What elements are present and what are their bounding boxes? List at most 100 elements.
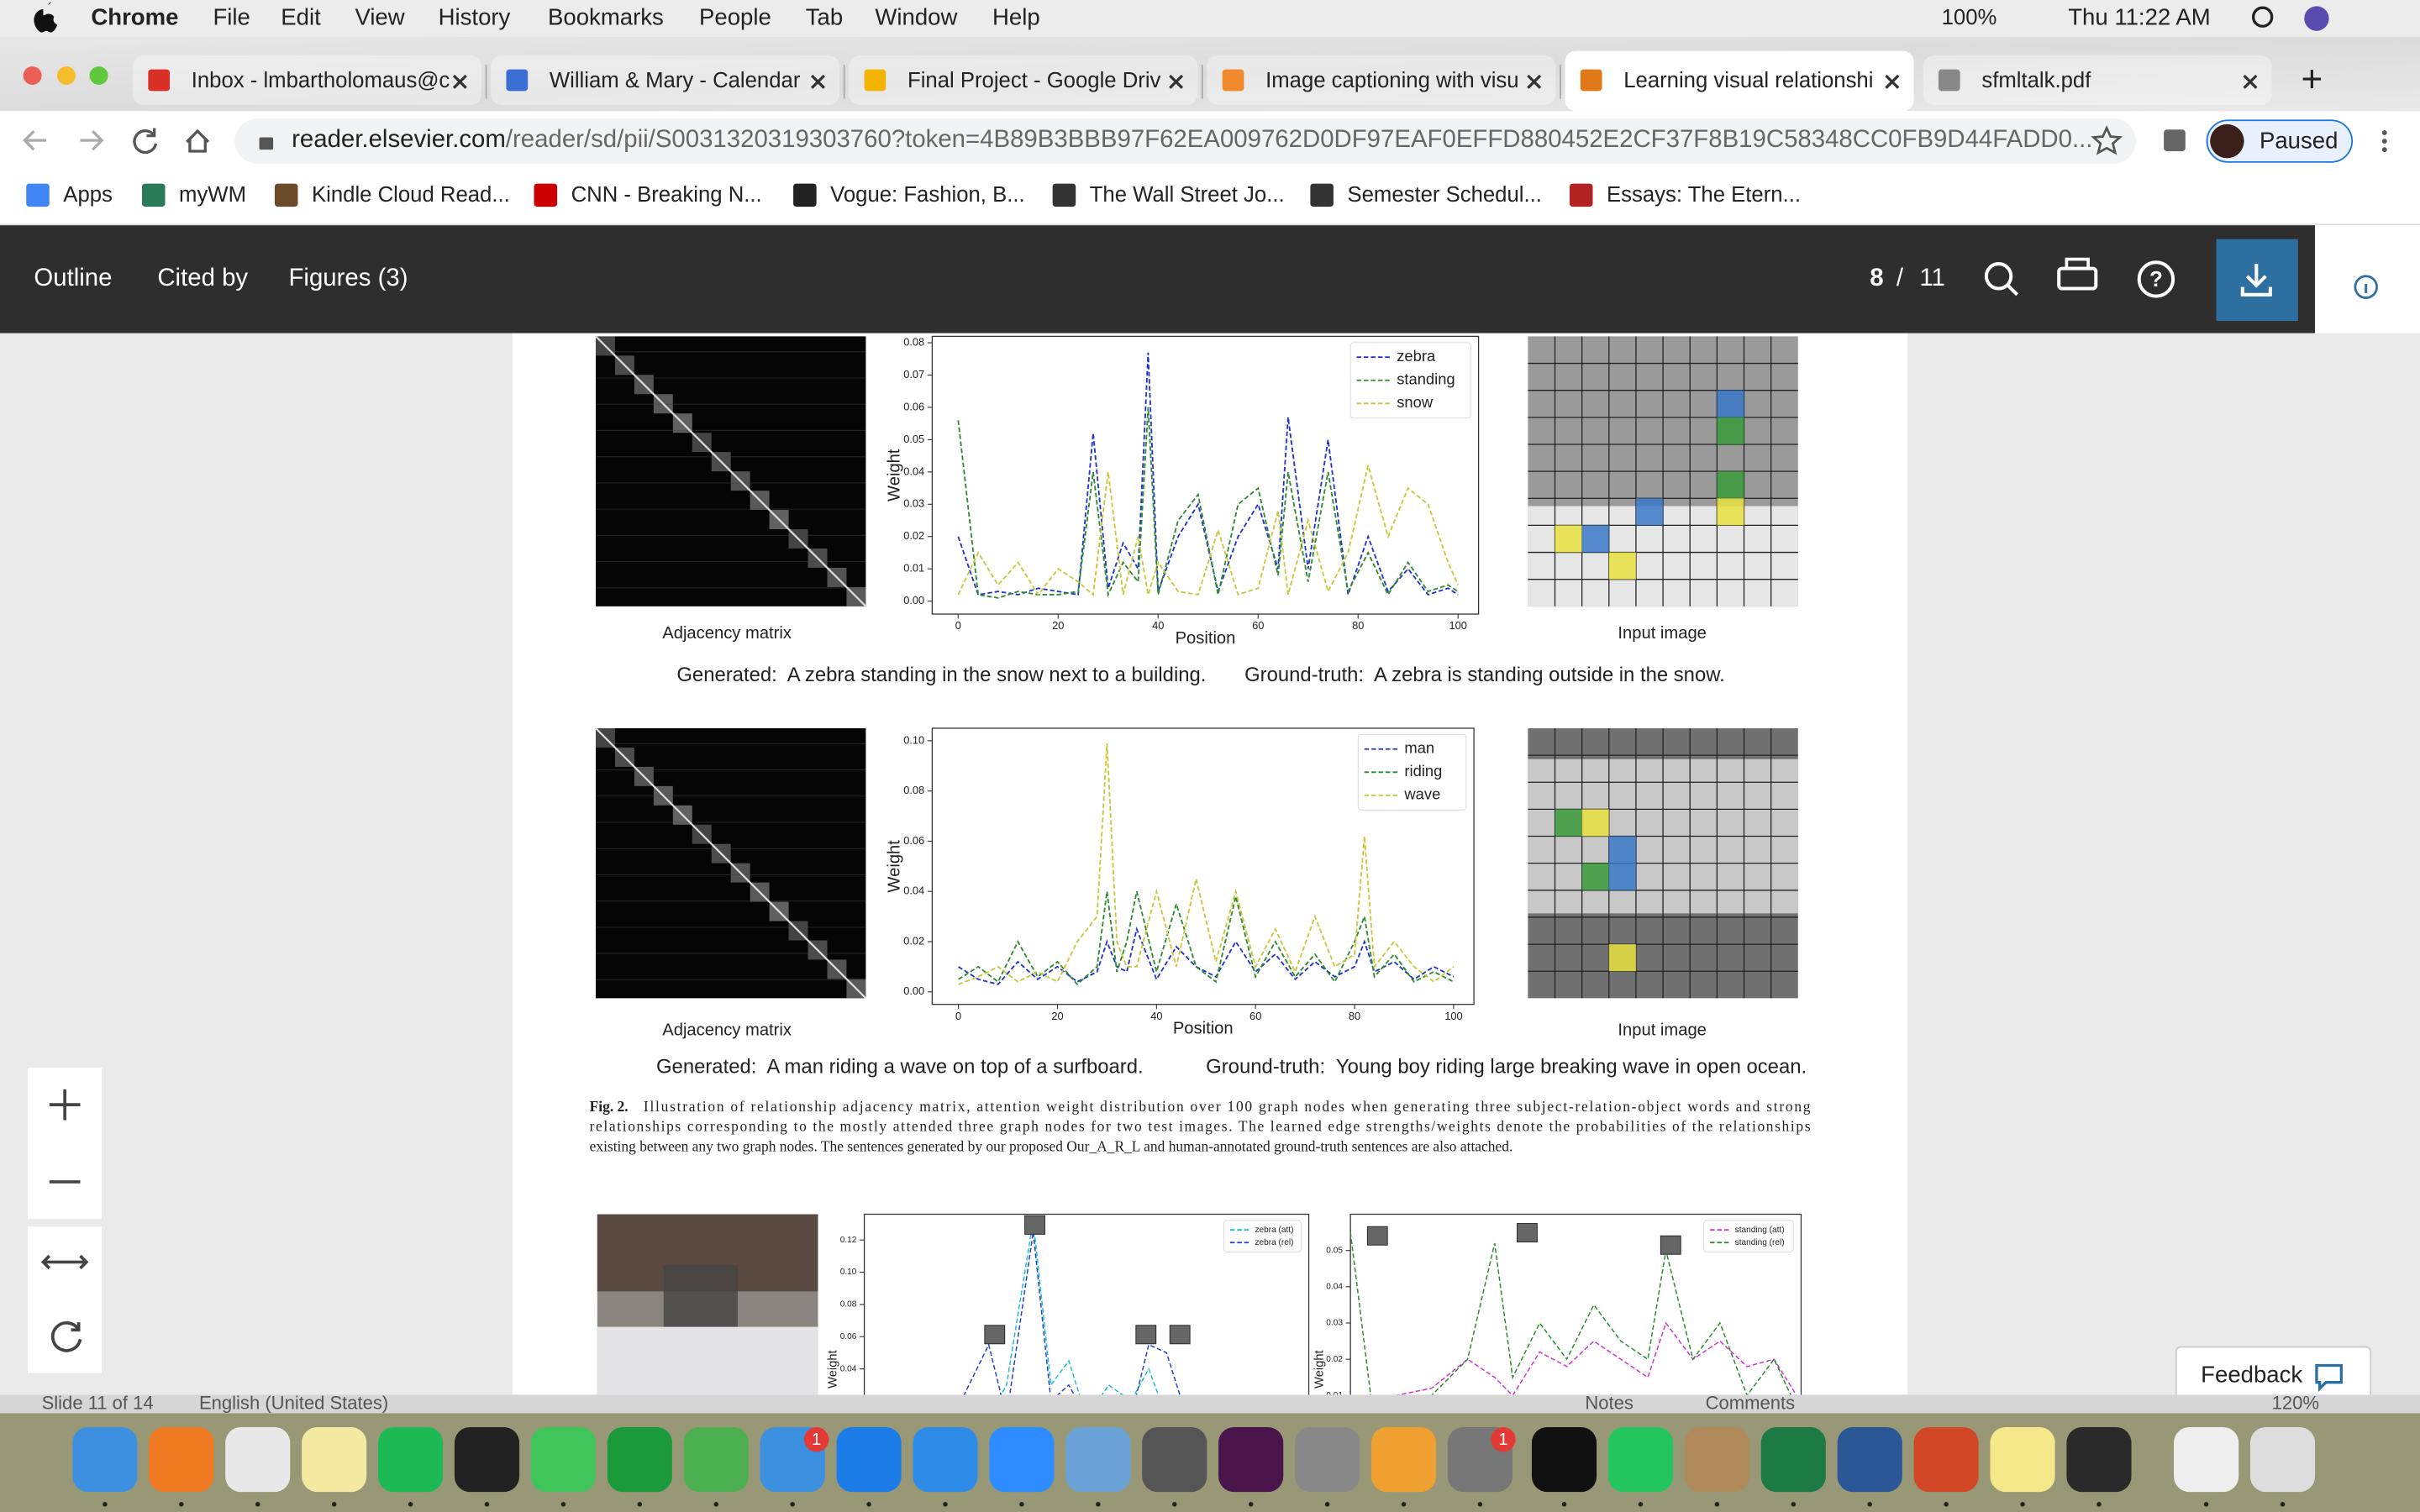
menu-item[interactable]: Tab xyxy=(806,3,843,29)
forward-icon[interactable] xyxy=(80,129,104,151)
bookmark[interactable]: Semester Schedul... xyxy=(1347,183,1541,207)
dock-app[interactable] xyxy=(836,1426,902,1493)
dock-app[interactable] xyxy=(1142,1426,1207,1493)
dock-app[interactable] xyxy=(1370,1426,1437,1493)
attention-cell xyxy=(1555,525,1582,553)
y-axis-label: Weight xyxy=(886,449,904,501)
home-icon[interactable] xyxy=(186,129,210,153)
siri-icon[interactable] xyxy=(2304,6,2329,31)
bookmark[interactable]: Vogue: Fashion, B... xyxy=(830,183,1024,207)
dock-app[interactable] xyxy=(1295,1426,1360,1493)
extensions-icon[interactable] xyxy=(2164,129,2186,151)
minimize-window[interactable] xyxy=(56,66,76,86)
dock-running-dot xyxy=(1638,1502,1644,1507)
fit-width[interactable] xyxy=(40,1254,89,1270)
zoom-in[interactable] xyxy=(49,1089,81,1121)
tab-close[interactable] xyxy=(810,74,825,89)
bookmark[interactable]: The Wall Street Jo... xyxy=(1090,183,1285,207)
dock-app[interactable] xyxy=(607,1426,672,1493)
tab[interactable]: sfmltalk.pdf xyxy=(1923,55,2272,105)
tab-close[interactable] xyxy=(452,74,467,89)
back-icon[interactable] xyxy=(23,129,47,151)
tab-close[interactable] xyxy=(2243,74,2258,89)
rotate[interactable] xyxy=(50,1320,82,1352)
dock-app[interactable] xyxy=(1913,1426,1979,1493)
search-icon[interactable] xyxy=(1984,262,2013,291)
menu-item[interactable]: Help xyxy=(992,3,1040,29)
legend-box xyxy=(1223,1220,1302,1253)
dock-app[interactable] xyxy=(1990,1426,2055,1493)
tab[interactable]: Image captioning with visu xyxy=(1207,55,1561,105)
menu-item[interactable]: Window xyxy=(875,3,957,29)
menu-item[interactable]: View xyxy=(355,3,404,29)
matrix-label: Adjacency matrix xyxy=(662,624,792,643)
dock-app[interactable] xyxy=(1607,1426,1674,1493)
dock-app[interactable] xyxy=(1760,1426,1826,1493)
dock-app[interactable] xyxy=(989,1426,1055,1493)
help-icon[interactable] xyxy=(2137,260,2175,298)
attention-cell xyxy=(1717,390,1744,417)
profile-button[interactable] xyxy=(2206,119,2354,163)
bookmark[interactable]: Apps xyxy=(63,183,113,207)
tab[interactable]: Final Project - Google Driv xyxy=(849,55,1203,105)
dock-app[interactable] xyxy=(378,1426,444,1493)
dock-app[interactable] xyxy=(530,1426,596,1493)
dock-app[interactable] xyxy=(1218,1426,1284,1493)
menu-app[interactable]: Chrome xyxy=(91,3,178,29)
lock-icon[interactable] xyxy=(259,137,274,150)
apple-logo[interactable] xyxy=(34,1,57,33)
reader-link[interactable]: Cited by xyxy=(157,264,248,291)
menu-item[interactable]: People xyxy=(699,3,771,29)
dock-app[interactable] xyxy=(454,1426,520,1493)
tab-title: Learning visual relationshi xyxy=(1623,69,1873,92)
dock-app[interactable] xyxy=(2174,1426,2239,1493)
matrix-diagonal xyxy=(595,727,867,1000)
svg-text:?: ? xyxy=(2149,268,2163,291)
dock-app[interactable] xyxy=(913,1426,978,1493)
legend-box xyxy=(1349,342,1471,419)
dock-app[interactable] xyxy=(1837,1426,1902,1493)
reader-link[interactable]: Outline xyxy=(34,264,112,291)
dock-app[interactable] xyxy=(2066,1426,2132,1493)
tab[interactable]: William & Mary - Calendar xyxy=(491,55,845,105)
dock-app[interactable] xyxy=(1065,1426,1131,1493)
menu-item[interactable]: Bookmarks xyxy=(548,3,664,29)
info-icon[interactable] xyxy=(2354,275,2378,299)
address-bar[interactable] xyxy=(234,118,2137,164)
tab[interactable]: Learning visual relationshi xyxy=(1565,50,1914,112)
tab-close[interactable] xyxy=(1527,74,1542,89)
dock-app[interactable] xyxy=(1684,1426,1749,1493)
page-count: 11 xyxy=(1919,264,1945,291)
bookmark[interactable]: Essays: The Etern... xyxy=(1607,183,1801,207)
menu-item[interactable]: File xyxy=(213,3,250,29)
close-window[interactable] xyxy=(23,66,42,86)
bookmark-star[interactable] xyxy=(2091,125,2123,155)
status-item: Comments xyxy=(1706,1392,1796,1413)
spotlight-icon[interactable] xyxy=(2251,6,2274,28)
tab-close[interactable] xyxy=(1885,74,1900,89)
reader-link[interactable]: Figures (3) xyxy=(288,264,408,291)
dock-app[interactable] xyxy=(149,1426,214,1493)
menu-item[interactable]: Edit xyxy=(281,3,321,29)
dock-app[interactable] xyxy=(302,1426,367,1493)
bookmark[interactable]: Kindle Cloud Read... xyxy=(312,183,510,207)
dock-app[interactable] xyxy=(225,1426,291,1493)
dock-app[interactable] xyxy=(72,1426,138,1493)
tab[interactable]: Inbox - lmbartholomaus@c xyxy=(132,55,487,105)
url[interactable]: reader.elsevier.com/reader/sd/pii/S00313… xyxy=(292,125,2092,153)
tab-background xyxy=(1207,55,1556,105)
tab-close[interactable] xyxy=(1169,74,1184,89)
dock-app[interactable] xyxy=(1531,1426,1597,1493)
dock-running-dot xyxy=(1561,1502,1567,1507)
dock-app[interactable] xyxy=(683,1426,749,1493)
bookmark[interactable]: myWM xyxy=(179,183,246,207)
legend-box xyxy=(1357,733,1467,811)
bookmark[interactable]: CNN - Breaking N... xyxy=(571,183,762,207)
dock-app[interactable] xyxy=(2249,1426,2316,1493)
maximize-window[interactable] xyxy=(89,66,108,86)
new-tab-icon[interactable]: + xyxy=(2302,59,2323,100)
reload-icon[interactable] xyxy=(133,128,158,155)
menu-item[interactable]: History xyxy=(439,3,511,29)
clock[interactable]: Thu 11:22 AM xyxy=(2068,3,2210,29)
